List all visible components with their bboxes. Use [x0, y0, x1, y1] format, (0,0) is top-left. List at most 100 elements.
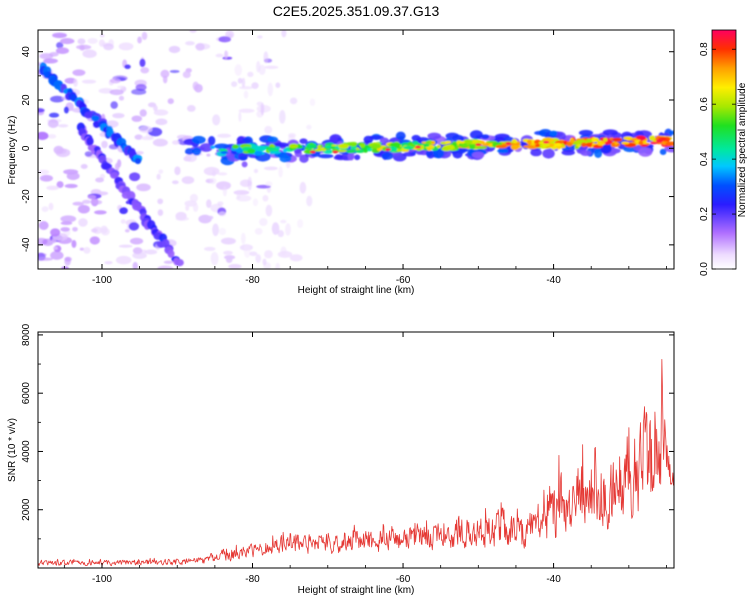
heatmap-speckle — [251, 82, 259, 89]
heatmap-speckle — [47, 134, 57, 139]
colorbar-tick-label: 0.2 — [699, 207, 710, 221]
heatmap-speckle — [119, 207, 128, 215]
heatmap-speckle — [100, 225, 108, 234]
heatmap-speckle — [212, 223, 219, 237]
heatmap-band-envelope — [363, 135, 374, 144]
heatmap-speckle — [271, 222, 280, 235]
heatmap-band-core — [325, 145, 332, 149]
heatmap-speckle — [217, 201, 224, 206]
heatmap-speckle — [206, 199, 212, 209]
heatmap-band-envelope — [214, 143, 230, 150]
heatmap-band-core — [254, 150, 263, 156]
heatmap-band-core — [317, 144, 322, 150]
heatmap-speckle — [63, 106, 69, 114]
heatmap-speckle — [306, 195, 313, 207]
heatmap-speckle — [224, 50, 228, 61]
colorbar-ticks: 0.0 0.2 0.4 0.6 0.8 — [699, 42, 736, 276]
heatmap-band-core — [410, 143, 415, 147]
heatmap-track-blob — [134, 157, 142, 165]
heatmap-band-core — [526, 139, 532, 146]
heatmap-speckle — [140, 67, 150, 74]
heatmap-band-envelope — [379, 137, 390, 145]
heatmap-band-core — [581, 142, 587, 148]
heatmap-band-envelope — [469, 130, 483, 140]
heatmap-band-envelope — [669, 130, 674, 135]
heatmap-speckle — [71, 240, 77, 248]
heatmap-speckle — [50, 95, 65, 103]
heatmap-speckle — [132, 261, 138, 269]
snr-panel: -100 -80 -60 -40 2000 4000 6000 8000 Height of… — [7, 323, 675, 596]
colorbar: 0.0 0.2 0.4 0.6 0.8 Normalized spectral ampl… — [699, 29, 748, 276]
heatmap-band-envelope — [239, 155, 248, 161]
spectrogram-xlabel: Height of straight line (km) — [298, 285, 415, 296]
heatmap-speckle — [128, 222, 140, 231]
heatmap-speckle — [104, 261, 113, 265]
heatmap-speckle — [79, 45, 85, 51]
heatmap-speckle — [109, 89, 124, 96]
heatmap-speckle — [189, 30, 197, 33]
heatmap-band-envelope — [580, 150, 592, 157]
heatmap-speckle — [217, 172, 228, 176]
heatmap-speckle — [212, 114, 221, 126]
heatmap-speckle — [110, 101, 118, 109]
heatmap-speckle — [118, 95, 125, 101]
heatmap-speckle — [210, 251, 219, 266]
heatmap-band-core — [631, 137, 638, 141]
heatmap-speckle — [153, 109, 169, 116]
heatmap-speckle — [289, 254, 303, 262]
heatmap-speckle — [236, 189, 241, 200]
heatmap-band-core — [495, 144, 508, 149]
heatmap-band-core — [322, 149, 335, 154]
heatmap-speckle — [288, 133, 297, 138]
heatmap-speckle — [124, 64, 131, 70]
heatmap-speckle — [256, 101, 263, 106]
heatmap-speckle — [115, 255, 132, 265]
heatmap-band-envelope — [497, 148, 509, 154]
heatmap-band-core — [305, 149, 313, 155]
heatmap-band-core — [270, 150, 281, 154]
heatmap-band-envelope — [317, 153, 334, 159]
heatmap-speckle — [175, 216, 190, 221]
colorbar-gradient — [711, 29, 737, 270]
heatmap-speckle — [89, 236, 100, 245]
heatmap-speckle — [38, 169, 50, 175]
heatmap-speckle — [189, 193, 199, 203]
heatmap-speckle — [243, 90, 249, 99]
heatmap-track-blob — [167, 249, 175, 258]
heatmap-speckle — [136, 183, 151, 192]
heatmap-speckle — [281, 30, 287, 38]
heatmap-speckle — [139, 58, 146, 68]
spectrogram-x-tick-label: -100 — [92, 275, 112, 286]
heatmap-band-core — [314, 148, 325, 152]
heatmap-band-core — [637, 136, 647, 141]
heatmap-band-envelope — [530, 148, 542, 157]
heatmap-speckle — [203, 166, 220, 176]
heatmap-speckle — [43, 58, 58, 64]
heatmap-band-envelope — [659, 148, 667, 155]
heatmap-speckle — [81, 79, 97, 84]
heatmap-speckle — [168, 45, 181, 54]
heatmap-speckle — [73, 78, 78, 87]
heatmap-speckle — [163, 260, 174, 264]
heatmap-speckle — [87, 194, 97, 200]
heatmap-band-envelope — [273, 142, 290, 148]
heatmap-band-core — [576, 143, 582, 148]
spectrogram-x-tick-label: -80 — [245, 275, 260, 286]
heatmap-speckle — [83, 246, 91, 254]
heatmap-speckle — [46, 185, 59, 191]
heatmap-speckle — [114, 162, 120, 172]
heatmap-band-envelope — [600, 144, 612, 154]
heatmap-band-envelope — [561, 149, 575, 156]
heatmap-speckle — [103, 43, 114, 51]
heatmap-speckle — [195, 42, 205, 51]
heatmap-speckle — [247, 71, 254, 78]
heatmap-speckle — [256, 60, 261, 73]
heatmap-band-envelope — [191, 135, 206, 144]
heatmap-band-core — [359, 143, 366, 148]
heatmap-band-core — [665, 141, 674, 146]
heatmap-band-core — [338, 143, 350, 149]
heatmap-speckle — [153, 105, 158, 112]
heatmap-band-core — [638, 140, 644, 146]
heatmap-speckle — [218, 211, 227, 217]
heatmap-speckle — [167, 98, 174, 105]
